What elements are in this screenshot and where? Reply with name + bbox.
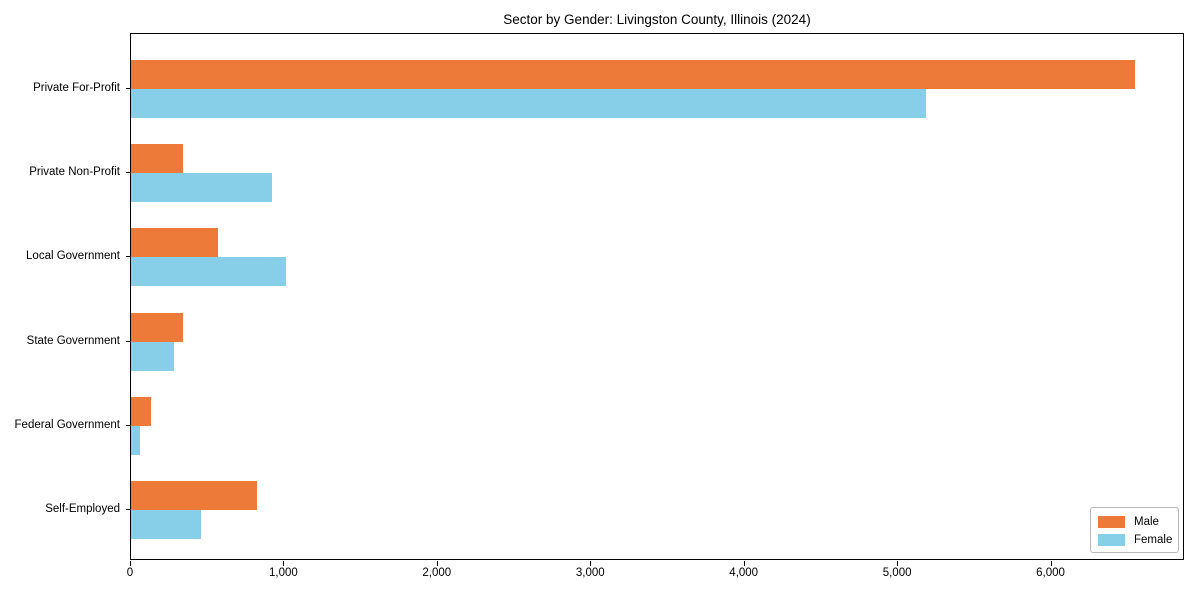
x-tick-mark: [590, 561, 592, 566]
y-axis-category-label: Private Non-Profit: [29, 166, 120, 179]
y-axis-category-label: Federal Government: [14, 418, 120, 431]
legend-swatch-female-icon: [1098, 533, 1125, 546]
bar-male-2: [131, 228, 218, 258]
bar-female-0: [131, 89, 926, 118]
bar-female-5: [131, 510, 201, 539]
y-tick-mark: [126, 509, 131, 510]
y-axis-category-label: Private For-Profit: [33, 82, 120, 94]
plot-area: [130, 33, 1184, 560]
x-tick-mark: [283, 561, 285, 566]
x-tick-label: 0: [126, 567, 134, 579]
x-tick-label: 2,000: [422, 567, 452, 579]
bar-female-4: [131, 425, 141, 455]
y-tick-mark: [126, 424, 131, 426]
x-tick-label: 1,000: [269, 567, 298, 579]
chart-title: Sector by Gender: Livingston County, Ill…: [503, 12, 811, 27]
x-tick-label: 3,000: [575, 567, 605, 579]
x-tick-mark: [436, 561, 438, 566]
y-tick-mark: [126, 172, 131, 174]
bar-male-1: [131, 144, 183, 174]
x-tick-mark: [743, 561, 745, 566]
legend-item-female: Female: [1098, 532, 1173, 547]
y-axis-category-label: Self-Employed: [45, 503, 120, 515]
y-tick-mark: [126, 88, 131, 89]
legend-label-female: Female: [1134, 533, 1173, 546]
y-tick-mark: [126, 256, 131, 258]
bar-male-4: [131, 396, 151, 426]
bar-male-0: [131, 60, 1136, 89]
y-axis-category-label: Local Government: [26, 250, 120, 263]
legend-label-male: Male: [1134, 515, 1159, 528]
y-axis-category-label: State Government: [26, 334, 120, 347]
bar-female-2: [131, 257, 287, 287]
x-tick-label: 5,000: [882, 567, 912, 579]
bar-female-3: [131, 341, 175, 371]
bar-female-1: [131, 173, 273, 203]
legend-item-male: Male: [1098, 514, 1171, 529]
bar-male-3: [131, 312, 183, 342]
x-tick-label: 4,000: [729, 567, 759, 579]
x-tick-mark: [1050, 561, 1052, 566]
x-tick-label: 6,000: [1036, 567, 1065, 579]
y-tick-mark: [126, 340, 131, 342]
x-tick-mark: [130, 561, 131, 566]
x-tick-mark: [897, 561, 899, 566]
bar-male-5: [131, 481, 257, 510]
legend: Male Female: [1090, 507, 1179, 553]
legend-swatch-male-icon: [1098, 515, 1125, 528]
